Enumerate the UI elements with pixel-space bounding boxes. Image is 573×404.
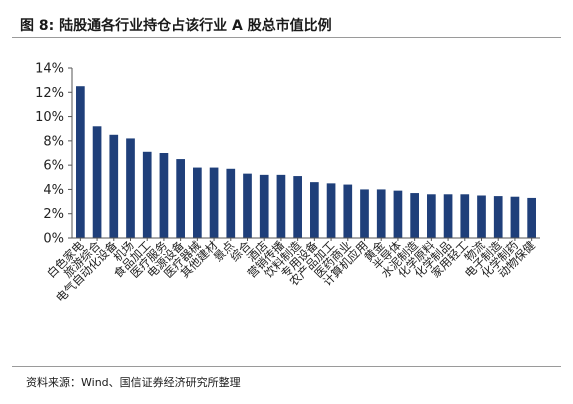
y-tick-label: 14% [35, 62, 64, 77]
bar [376, 189, 386, 238]
bar [477, 195, 486, 238]
bar [92, 126, 102, 238]
bar [360, 189, 369, 238]
bar [393, 190, 403, 238]
bar [226, 168, 236, 238]
bar [276, 174, 286, 238]
y-tick-label: 0% [43, 232, 64, 247]
bar [427, 194, 436, 238]
bar [343, 184, 353, 238]
y-tick-label: 6% [43, 159, 64, 174]
bar [176, 159, 185, 238]
bar [326, 183, 336, 238]
bar [310, 182, 319, 238]
bar [259, 174, 269, 238]
category-labels: 白色家电旅游综合电气自动化设备机场食品加工医疗服务电源设备医疗器械其他建材景点综… [44, 238, 538, 305]
bar [460, 194, 470, 238]
figure-title: 图 8: 陆股通各行业持仓占该行业 A 股总市值比例 [20, 18, 332, 34]
y-axis: 0% 2% 4% 6% 8% 10% 12% 14% [35, 62, 73, 247]
bar [209, 167, 219, 238]
bar [142, 151, 152, 238]
bar [76, 86, 85, 238]
x-axis [72, 237, 540, 241]
bars-group [76, 86, 536, 238]
bar [193, 167, 202, 238]
y-tick-label: 4% [43, 183, 64, 198]
y-tick-label: 12% [35, 86, 64, 101]
figure-header: 图 8: 陆股通各行业持仓占该行业 A 股总市值比例 [12, 8, 561, 38]
bar [510, 196, 520, 238]
bar [159, 153, 169, 238]
bar [293, 176, 302, 238]
figure-footer: 资料来源：Wind、国信证券经济研究所整理 [12, 366, 561, 392]
y-tick-label: 8% [43, 134, 64, 149]
y-tick-label: 10% [35, 110, 64, 125]
bar [126, 138, 135, 238]
bar [493, 196, 503, 238]
y-tick-label: 2% [43, 207, 64, 222]
bar [243, 173, 252, 238]
bar [109, 134, 119, 238]
bar [443, 194, 453, 238]
bar [527, 197, 536, 238]
source-note: 资料来源：Wind、国信证券经济研究所整理 [26, 376, 241, 389]
bar [410, 193, 419, 238]
